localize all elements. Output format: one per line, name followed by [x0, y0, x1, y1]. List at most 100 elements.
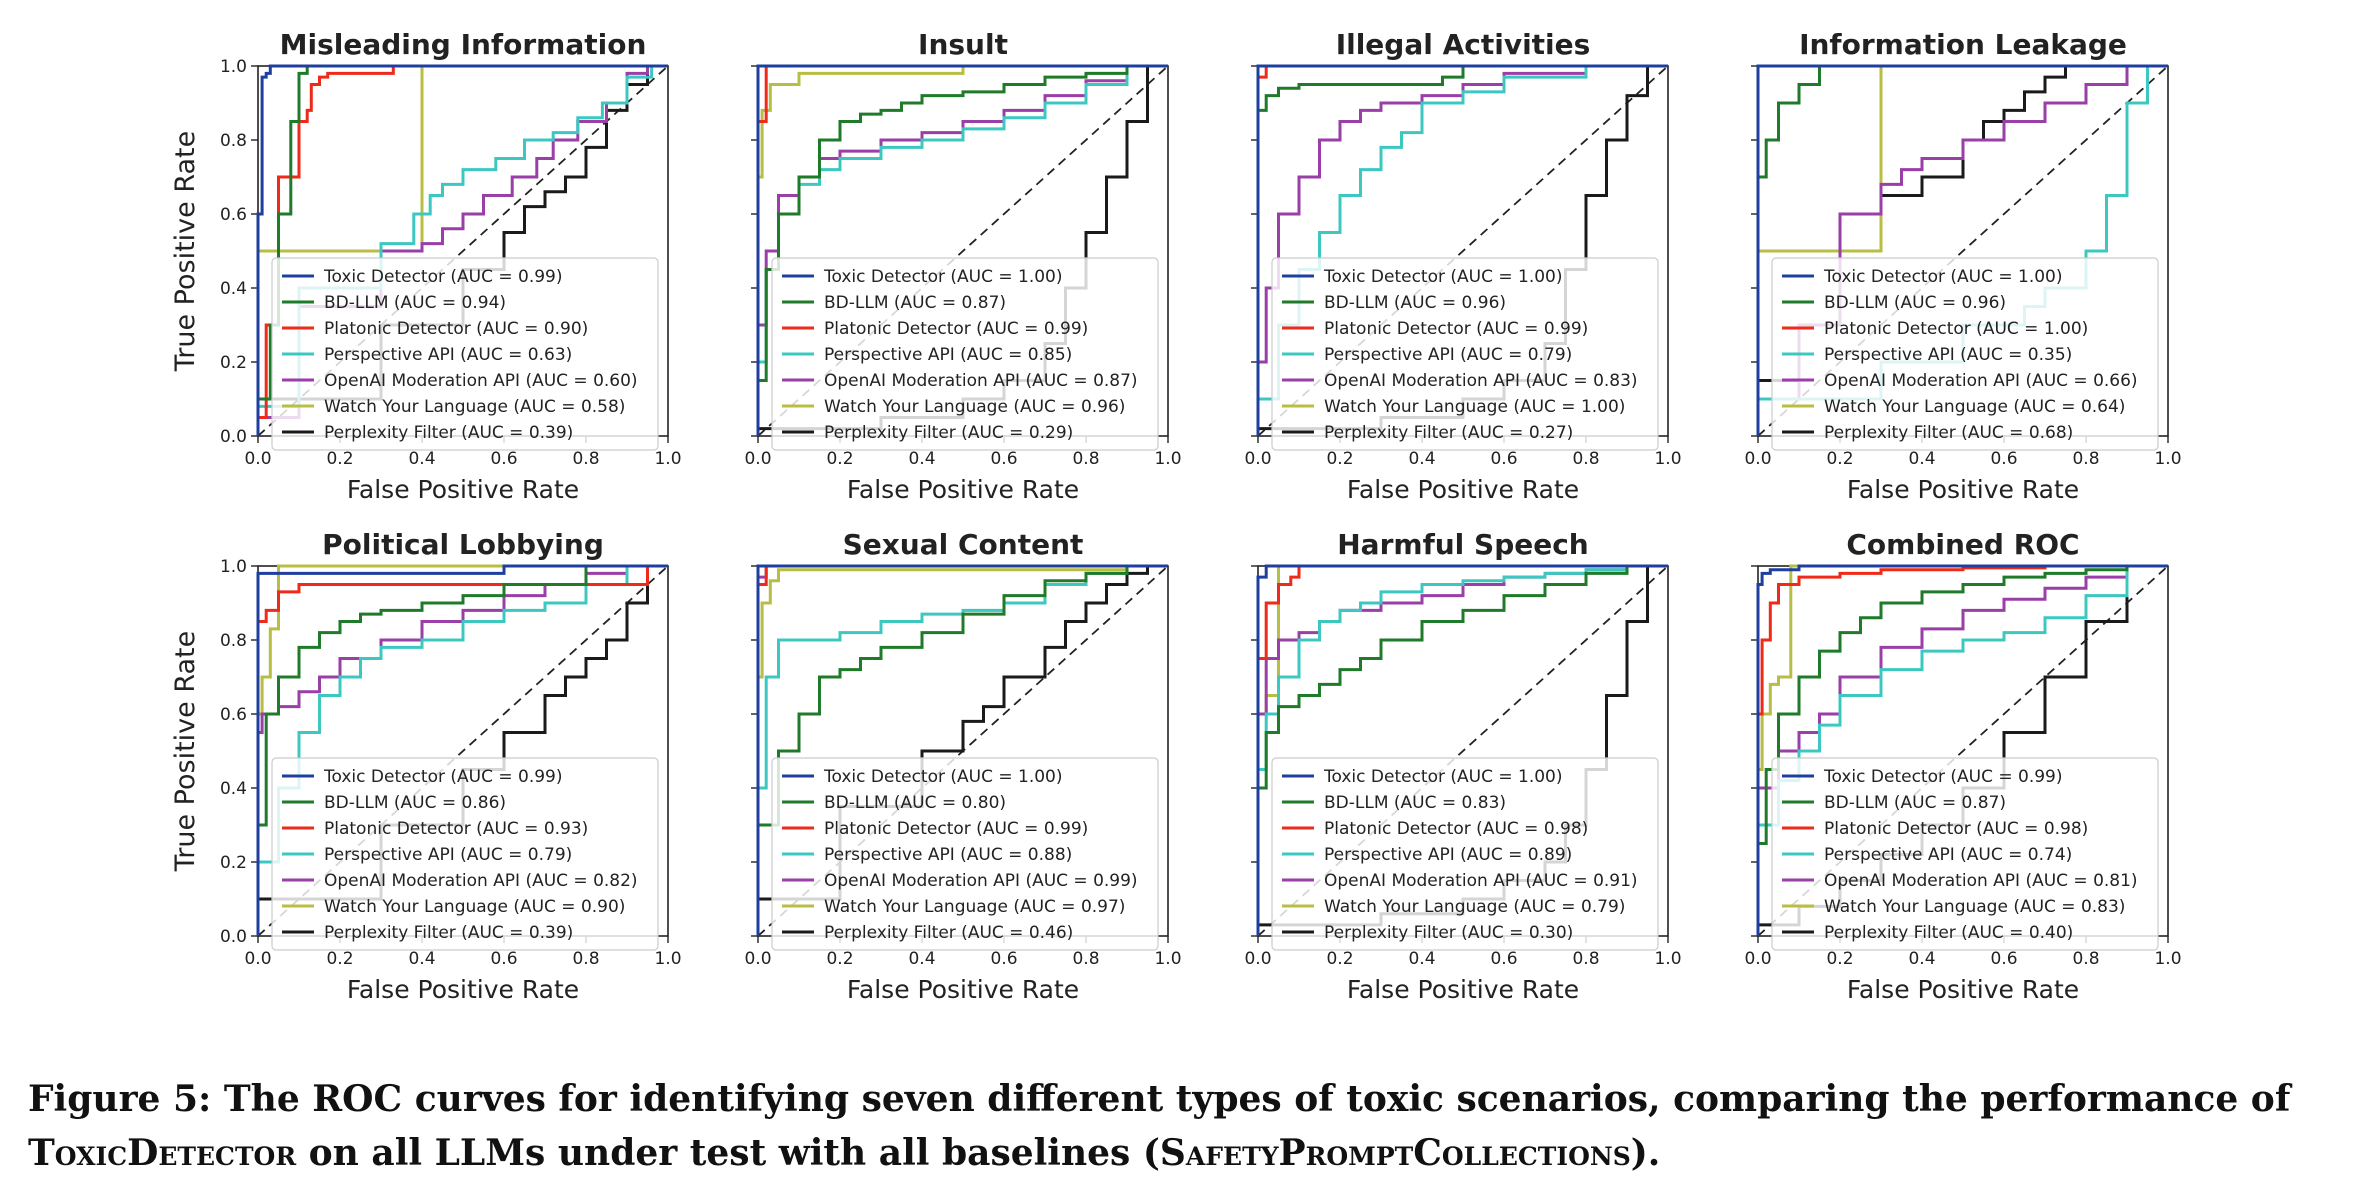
y-tick-label: 0.4 — [220, 279, 247, 299]
x-tick-label: 0.8 — [572, 949, 599, 969]
legend-entry-watch-your-language: Watch Your Language (AUC = 0.97) — [824, 897, 1125, 917]
x-tick-label: 0.0 — [1244, 949, 1271, 969]
caption-text-3: ). — [1630, 1132, 1661, 1174]
panel-title: Harmful Speech — [1337, 528, 1589, 561]
legend-entry-toxic-detector: Toxic Detector (AUC = 1.00) — [1323, 267, 1563, 287]
legend-entry-perplexity-filter: Perplexity Filter (AUC = 0.68) — [1824, 423, 2073, 443]
legend-entry-watch-your-language: Watch Your Language (AUC = 0.83) — [1824, 897, 2125, 917]
legend-entry-bd-llm: BD-LLM (AUC = 0.87) — [1824, 793, 2006, 813]
roc-line-toxic-detector — [256, 564, 668, 936]
legend-entry-platonic-detector: Platonic Detector (AUC = 0.98) — [1324, 819, 1588, 839]
y-tick-label: 0.6 — [220, 705, 247, 725]
legend: Toxic Detector (AUC = 1.00) BD-LLM (AUC =… — [1271, 757, 1659, 951]
legend-entry-openai-moderation-api: OpenAI Moderation API (AUC = 0.66) — [1824, 371, 2138, 391]
x-tick-label: 0.0 — [1244, 449, 1271, 469]
legend-entry-perspective-api: Perspective API (AUC = 0.88) — [824, 845, 1072, 865]
caption-safetypromptcollections: SafetyPromptCollections — [1159, 1132, 1631, 1174]
legend: Toxic Detector (AUC = 1.00) BD-LLM (AUC =… — [771, 257, 1159, 451]
y-tick-label: 0.8 — [220, 131, 247, 151]
legend-entry-perspective-api: Perspective API (AUC = 0.74) — [1824, 845, 2072, 865]
x-tick-label: 0.6 — [1490, 949, 1517, 969]
x-tick-label: 0.0 — [1744, 449, 1771, 469]
x-tick-label: 0.0 — [244, 449, 271, 469]
legend-entry-openai-moderation-api: OpenAI Moderation API (AUC = 0.87) — [824, 371, 1138, 391]
legend-entry-platonic-detector: Platonic Detector (AUC = 0.99) — [1324, 319, 1588, 339]
roc-line-perspective-api — [756, 564, 1168, 936]
legend-entry-bd-llm: BD-LLM (AUC = 0.80) — [824, 793, 1006, 813]
x-tick-label: 1.0 — [1654, 449, 1681, 469]
roc-panel-harmful-speech: Harmful Speech 0.0 0.2 0.4 0.6 0.8 1.0 False Po… — [1244, 528, 1681, 1004]
roc-line-toxic-detector — [1256, 64, 1668, 436]
caption-text-2: on all LLMs under test with all baseline… — [296, 1132, 1160, 1174]
legend-entry-watch-your-language: Watch Your Language (AUC = 1.00) — [1324, 397, 1625, 417]
legend-entry-perplexity-filter: Perplexity Filter (AUC = 0.27) — [1324, 423, 1573, 443]
legend-box — [1271, 257, 1659, 451]
panel-title: Combined ROC — [1846, 528, 2079, 561]
roc-line-toxic-detector — [1256, 564, 1668, 936]
y-tick-label: 0.0 — [220, 927, 247, 947]
x-tick-label: 1.0 — [2154, 449, 2181, 469]
legend-entry-platonic-detector: Platonic Detector (AUC = 0.90) — [324, 319, 588, 339]
roc-panel-information-leakage: Information Leakage 0.0 0.2 0.4 0.6 0.8 1.0 Fal… — [1744, 28, 2181, 504]
x-tick-label: 0.0 — [1744, 949, 1771, 969]
y-tick-label: 0.6 — [220, 205, 247, 225]
legend: Toxic Detector (AUC = 1.00) BD-LLM (AUC =… — [771, 757, 1159, 951]
roc-line-bd-llm — [1256, 564, 1668, 936]
caption-toxicdetector: ToxicDetector — [28, 1132, 297, 1174]
x-tick-label: 0.2 — [1326, 449, 1353, 469]
x-tick-label: 0.8 — [2072, 949, 2099, 969]
y-tick-label: 0.0 — [220, 427, 247, 447]
legend-entry-platonic-detector: Platonic Detector (AUC = 0.98) — [1824, 819, 2088, 839]
x-tick-label: 0.2 — [326, 449, 353, 469]
legend-entry-toxic-detector: Toxic Detector (AUC = 1.00) — [823, 267, 1063, 287]
legend-entry-watch-your-language: Watch Your Language (AUC = 0.58) — [324, 397, 625, 417]
legend-entry-perplexity-filter: Perplexity Filter (AUC = 0.39) — [324, 923, 573, 943]
legend: Toxic Detector (AUC = 1.00) BD-LLM (AUC =… — [1271, 257, 1659, 451]
legend-entry-watch-your-language: Watch Your Language (AUC = 0.64) — [1824, 397, 2125, 417]
legend-entry-perspective-api: Perspective API (AUC = 0.79) — [1324, 345, 1572, 365]
x-tick-label: 0.4 — [1408, 949, 1435, 969]
roc-panel-combined-roc: Combined ROC 0.0 0.2 0.4 0.6 0.8 1.0 False Posi… — [1744, 528, 2181, 1004]
x-axis-label: False Positive Rate — [347, 975, 579, 1004]
roc-figure: Misleading Information 0.0 0.2 0.4 0.6 0.8 1.0… — [170, 28, 2182, 1004]
legend-entry-toxic-detector: Toxic Detector (AUC = 1.00) — [1823, 267, 2063, 287]
legend-entry-watch-your-language: Watch Your Language (AUC = 0.79) — [1324, 897, 1625, 917]
x-tick-label: 1.0 — [654, 449, 681, 469]
x-axis-label: False Positive Rate — [1347, 475, 1579, 504]
x-tick-label: 0.0 — [744, 449, 771, 469]
x-tick-label: 0.4 — [1908, 449, 1935, 469]
roc-panel-illegal-activities: Illegal Activities 0.0 0.2 0.4 0.6 0.8 1.0 Fals… — [1244, 28, 1681, 504]
legend-entry-perspective-api: Perspective API (AUC = 0.79) — [324, 845, 572, 865]
legend-box — [271, 757, 659, 951]
legend-entry-watch-your-language: Watch Your Language (AUC = 0.90) — [324, 897, 625, 917]
legend: Toxic Detector (AUC = 1.00) BD-LLM (AUC =… — [1771, 257, 2159, 451]
legend-entry-toxic-detector: Toxic Detector (AUC = 1.00) — [823, 767, 1063, 787]
x-tick-label: 1.0 — [654, 949, 681, 969]
x-axis-label: False Positive Rate — [1847, 975, 2079, 1004]
x-tick-label: 0.6 — [990, 949, 1017, 969]
legend-entry-bd-llm: BD-LLM (AUC = 0.87) — [824, 293, 1006, 313]
x-tick-label: 0.8 — [572, 449, 599, 469]
x-tick-label: 0.0 — [244, 949, 271, 969]
x-axis-label: False Positive Rate — [847, 475, 1079, 504]
panel-title: Misleading Information — [280, 28, 647, 61]
caption-text-1: Figure 5: The ROC curves for identifying… — [28, 1078, 2291, 1120]
x-tick-label: 0.0 — [744, 949, 771, 969]
roc-panel-insult: Insult 0.0 0.2 0.4 0.6 0.8 1.0 False Positive R… — [744, 28, 1181, 504]
x-tick-label: 0.8 — [1072, 949, 1099, 969]
legend-entry-watch-your-language: Watch Your Language (AUC = 0.96) — [824, 397, 1125, 417]
x-tick-label: 1.0 — [2154, 949, 2181, 969]
x-tick-label: 0.2 — [826, 949, 853, 969]
panel-title: Political Lobbying — [322, 528, 604, 561]
x-axis-label: False Positive Rate — [1347, 975, 1579, 1004]
legend-entry-openai-moderation-api: OpenAI Moderation API (AUC = 0.83) — [1324, 371, 1638, 391]
y-tick-label: 0.2 — [220, 853, 247, 873]
x-tick-label: 0.6 — [1490, 449, 1517, 469]
x-tick-label: 0.2 — [1826, 449, 1853, 469]
roc-line-toxic-detector — [756, 64, 1168, 436]
legend-box — [1271, 757, 1659, 951]
roc-line-platonic-detector — [1756, 564, 2168, 936]
legend-box — [1771, 257, 2159, 451]
y-axis-label: True Positive Rate — [170, 131, 201, 373]
x-tick-label: 0.8 — [1572, 449, 1599, 469]
